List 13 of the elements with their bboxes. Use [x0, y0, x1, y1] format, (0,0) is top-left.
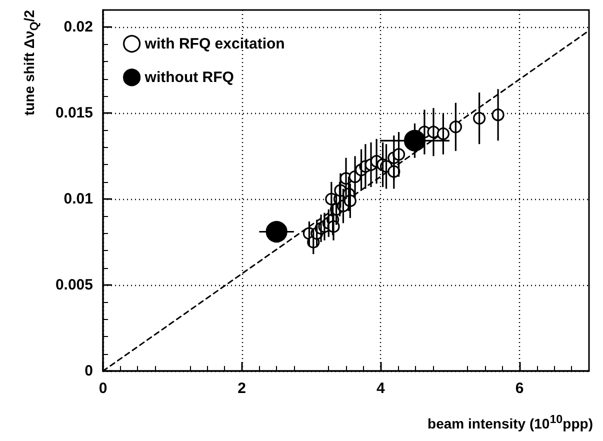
x-tick-label: 4: [376, 380, 386, 397]
point: [266, 220, 288, 243]
x-tick-label: 2: [238, 380, 246, 397]
y-tick-label: 0.02: [64, 18, 93, 36]
legend-label: without RFQ: [144, 68, 234, 86]
y-tick-label: 0.01: [64, 190, 93, 208]
x-axis-title: beam intensity (10$^{10}$ppp): [428, 413, 593, 432]
y-tick-label: 0: [84, 362, 93, 380]
y-tick-label: 0.005: [55, 276, 93, 294]
y-tick-label: 0.015: [55, 104, 93, 122]
x-tick-label: 0: [98, 380, 108, 397]
x-tick-label: 6: [515, 380, 524, 397]
legend-label: with RFQ excitation: [144, 35, 285, 52]
